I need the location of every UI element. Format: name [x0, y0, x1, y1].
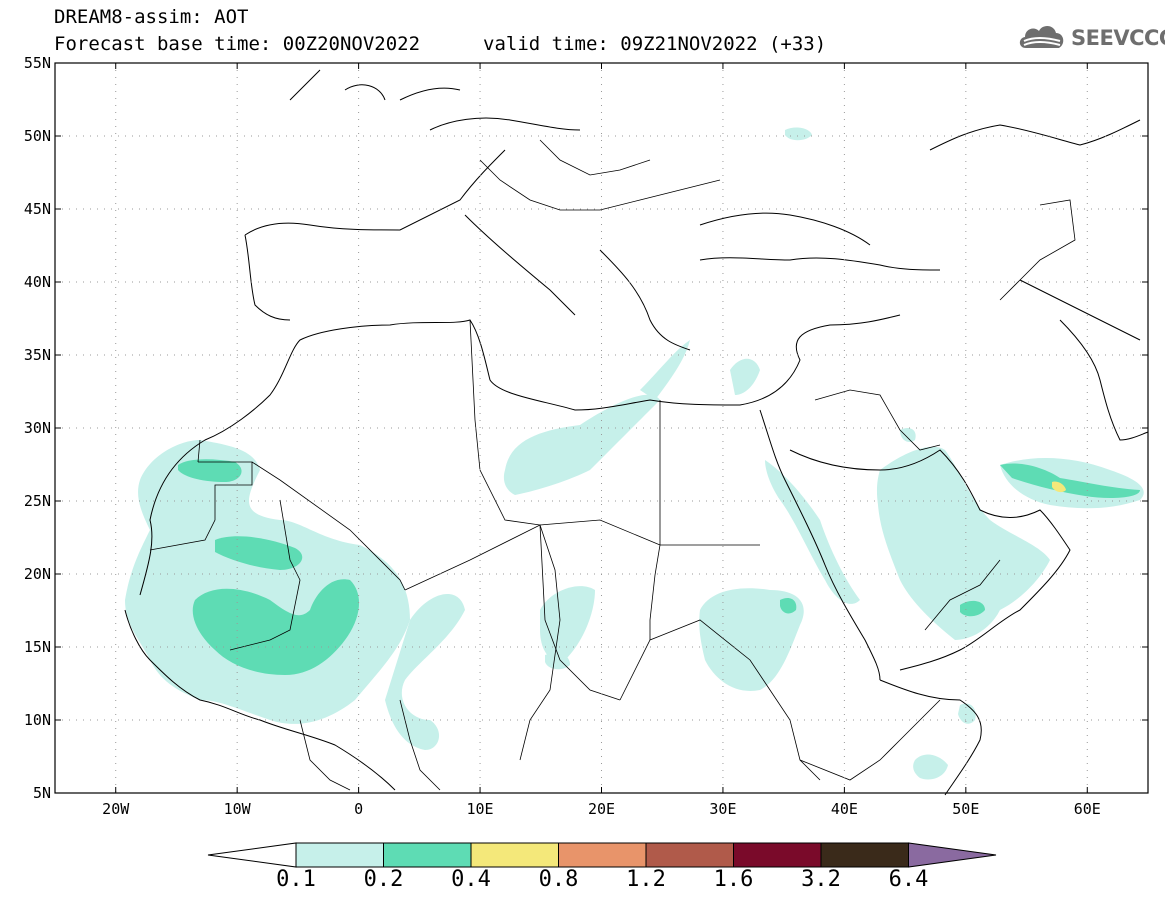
lat-label: 50N — [24, 127, 51, 145]
graticule-grid — [55, 63, 1148, 793]
colorbar-segment — [470, 842, 559, 868]
coastlines — [124, 69, 1149, 796]
forecast-base-time: Forecast base time: 00Z20NOV2022 — [54, 33, 421, 55]
colorbar-segment — [645, 842, 734, 868]
lat-label: 45N — [24, 200, 51, 218]
lat-label: 15N — [24, 638, 51, 656]
colorbar-segment — [733, 842, 822, 868]
colorbar-over-arrow — [908, 842, 997, 868]
colorbar-under-arrow — [207, 842, 297, 868]
lon-label: 50E — [952, 800, 979, 818]
colorbar-segment — [383, 842, 472, 868]
lat-label: 40N — [24, 273, 51, 291]
lat-label: 25N — [24, 492, 51, 510]
lat-label: 20N — [24, 565, 51, 583]
colorbar-label: 0.4 — [451, 867, 491, 892]
aot-fill-low — [125, 127, 1144, 780]
longitude-labels: 20W 10W 0 10E 20E 30E 40E 50E 60E — [102, 800, 1101, 818]
cloud-icon — [1019, 25, 1064, 48]
lon-label: 60E — [1074, 800, 1101, 818]
seevccc-logo: SEEVCCC — [1016, 20, 1165, 60]
colorbar-segment — [820, 842, 909, 868]
valid-time: valid time: 09Z21NOV2022 (+33) — [483, 33, 827, 55]
aot-fill-mid — [178, 459, 1140, 675]
lon-label: 10W — [224, 800, 252, 818]
colorbar-label: 0.1 — [276, 867, 316, 892]
lat-label: 35N — [24, 346, 51, 364]
lon-label: 10E — [467, 800, 494, 818]
colorbar — [207, 842, 997, 868]
colorbar-segment — [295, 842, 384, 868]
lat-label: 30N — [24, 419, 51, 437]
product-title: DREAM8-assim: AOT — [54, 6, 249, 28]
lon-label: 0 — [354, 800, 363, 818]
colorbar-label: 0.2 — [363, 867, 404, 892]
axis-ticks — [55, 62, 1148, 794]
colorbar-label: 1.2 — [626, 867, 666, 892]
lon-label: 40E — [831, 800, 858, 818]
lat-label: 5N — [33, 784, 51, 802]
colorbar-label: 0.8 — [538, 867, 579, 892]
lat-label: 10N — [24, 711, 51, 729]
colorbar-segment — [558, 842, 647, 868]
colorbar-label: 6.4 — [888, 867, 929, 892]
logo-text: SEEVCCC — [1071, 26, 1165, 50]
colorbar-label: 3.2 — [801, 867, 841, 892]
lon-label: 30E — [709, 800, 736, 818]
lon-label: 20W — [102, 800, 130, 818]
lat-label: 55N — [24, 54, 51, 72]
colorbar-label: 1.6 — [713, 867, 754, 892]
aot-fill-high — [1052, 481, 1066, 493]
lon-label: 20E — [588, 800, 615, 818]
latitude-labels: 55N 50N 45N 40N 35N 30N 25N 20N 15N 10N 5N — [24, 54, 51, 802]
